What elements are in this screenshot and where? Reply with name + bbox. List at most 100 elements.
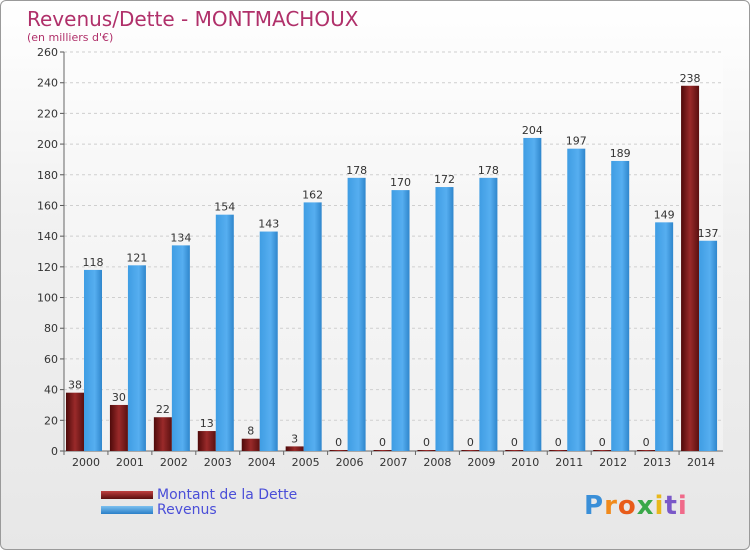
logo-letter: P <box>584 491 605 521</box>
data-label-revenus: 134 <box>170 231 191 244</box>
x-tick-label: 2005 <box>292 456 320 469</box>
y-tick-label: 240 <box>37 77 58 90</box>
data-label-revenus: 204 <box>522 124 543 137</box>
data-label-revenus: 178 <box>478 164 499 177</box>
logo-letter: t <box>664 491 678 521</box>
bar-dette <box>241 438 260 451</box>
proxiti-logo: Proxiti <box>584 491 688 521</box>
data-label-revenus: 178 <box>346 164 367 177</box>
logo-letter: r <box>604 491 618 521</box>
data-label-dette: 0 <box>555 436 562 449</box>
bar-revenus <box>435 187 454 452</box>
data-label-revenus: 143 <box>258 218 279 231</box>
x-tick-label: 2012 <box>599 456 627 469</box>
data-label-revenus: 197 <box>566 135 587 148</box>
data-label-dette: 3 <box>291 432 298 445</box>
bar-revenus <box>84 269 102 451</box>
x-tick-label: 2000 <box>72 456 100 469</box>
bar-dette <box>593 450 612 451</box>
bar-revenus <box>699 240 718 451</box>
data-label-revenus: 118 <box>83 256 104 269</box>
chart-subtitle: (en milliers d'€) <box>27 31 114 44</box>
bar-dette <box>329 450 348 451</box>
x-tick-label: 2010 <box>511 456 539 469</box>
logo-letter: i <box>677 491 688 521</box>
legend-swatch-dette <box>101 490 153 499</box>
bar-dette <box>417 450 436 451</box>
bar-revenus <box>611 160 630 451</box>
y-tick-label: 20 <box>44 414 58 427</box>
y-tick-label: 140 <box>37 230 58 243</box>
bar-dette <box>637 450 656 451</box>
y-tick-label: 120 <box>37 261 58 274</box>
bar-dette <box>197 431 216 451</box>
data-label-revenus: 162 <box>302 188 323 201</box>
y-tick-label: 200 <box>37 138 58 151</box>
bar-revenus <box>655 222 674 451</box>
x-tick-label: 2002 <box>160 456 188 469</box>
logo-letter: x <box>636 491 655 521</box>
bar-dette <box>681 85 700 451</box>
bar-dette <box>153 417 172 451</box>
y-tick-label: 60 <box>44 353 58 366</box>
data-label-dette: 0 <box>467 436 474 449</box>
data-label-revenus: 137 <box>698 227 719 240</box>
bar-revenus <box>127 265 146 451</box>
data-label-revenus: 189 <box>610 147 631 160</box>
bar-revenus <box>391 190 410 451</box>
data-label-dette: 238 <box>680 72 701 85</box>
bar-dette <box>505 450 524 451</box>
legend-item-dette: Montant de la Dette <box>101 486 298 503</box>
y-tick-label: 160 <box>37 199 58 212</box>
bar-revenus <box>567 148 586 451</box>
legend-label-dette: Montant de la Dette <box>157 486 298 503</box>
bar-revenus <box>303 202 322 451</box>
x-tick-label: 2009 <box>467 456 495 469</box>
data-label-dette: 13 <box>200 417 214 430</box>
chart-title: Revenus/Dette - MONTMACHOUX <box>27 7 359 31</box>
bar-dette <box>549 450 568 451</box>
legend: Montant de la Dette Revenus <box>101 486 298 518</box>
x-tick-label: 2003 <box>204 456 232 469</box>
data-label-revenus: 154 <box>214 201 235 214</box>
bar-dette <box>66 392 84 451</box>
y-tick-label: 0 <box>51 445 58 458</box>
bar-revenus <box>523 137 542 451</box>
bar-revenus <box>479 177 498 452</box>
bar-dette <box>109 404 128 451</box>
data-label-dette: 0 <box>379 436 386 449</box>
x-tick-label: 2007 <box>380 456 408 469</box>
x-tick-label: 2001 <box>116 456 144 469</box>
logo-letter: o <box>617 491 637 521</box>
y-tick-label: 220 <box>37 107 58 120</box>
bar-revenus <box>259 231 278 451</box>
y-tick-label: 80 <box>44 322 58 335</box>
legend-label-revenus: Revenus <box>157 501 217 518</box>
data-label-revenus: 172 <box>434 173 455 186</box>
data-label-dette: 22 <box>156 403 170 416</box>
bar-revenus <box>171 245 190 451</box>
x-tick-label: 2004 <box>248 456 276 469</box>
bar-dette <box>285 446 304 451</box>
data-label-dette: 30 <box>112 391 126 404</box>
y-tick-label: 260 <box>37 46 58 59</box>
bar-dette <box>461 450 480 451</box>
bar-revenus <box>347 177 366 452</box>
data-label-dette: 0 <box>511 436 518 449</box>
bar-revenus <box>215 214 234 451</box>
x-tick-label: 2014 <box>687 456 715 469</box>
bar-dette <box>373 450 392 451</box>
logo-letter: i <box>654 491 665 521</box>
legend-item-revenus: Revenus <box>101 501 297 518</box>
data-label-dette: 38 <box>68 379 82 392</box>
data-label-revenus: 149 <box>654 208 675 221</box>
data-label-dette: 0 <box>643 436 650 449</box>
x-tick-label: 2008 <box>423 456 451 469</box>
data-label-revenus: 170 <box>390 176 411 189</box>
legend-swatch-revenus <box>101 505 153 514</box>
x-tick-label: 2011 <box>555 456 583 469</box>
y-tick-label: 40 <box>44 384 58 397</box>
data-label-dette: 0 <box>423 436 430 449</box>
